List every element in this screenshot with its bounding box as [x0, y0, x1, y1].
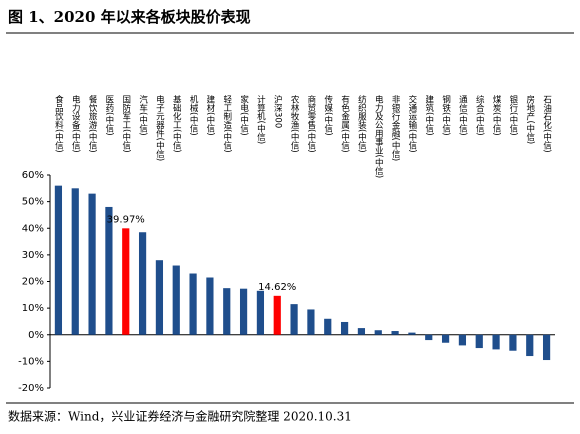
x-tick-label: 沪深300	[272, 94, 282, 128]
x-tick-label: 机械(中信)	[188, 94, 198, 135]
y-tick-label: 40%	[22, 223, 44, 234]
x-tick-label: 商贸零售(中信)	[306, 94, 316, 152]
bar	[542, 334, 551, 361]
x-tick-label: 通信(中信)	[457, 94, 467, 135]
bar	[189, 273, 197, 335]
bar	[357, 328, 366, 335]
bar	[273, 295, 281, 335]
bar	[256, 290, 265, 335]
x-tick-label: 电力设备(中信)	[70, 94, 80, 152]
y-tick-label: 20%	[22, 277, 44, 288]
x-tick-label: 餐饮旅游(中信)	[87, 95, 97, 153]
bar	[391, 331, 399, 335]
bar	[105, 206, 113, 335]
bar	[138, 232, 147, 335]
bar	[71, 188, 79, 335]
x-tick-label: 食品饮料(中信)	[53, 94, 63, 152]
x-tick-label: 传媒(中信)	[323, 94, 333, 135]
x-tick-label: 基础化工(中信)	[171, 94, 181, 152]
x-tick-label: 纺织服装(中信)	[356, 94, 366, 152]
y-tick-label: 10%	[22, 303, 44, 314]
bar	[223, 288, 231, 335]
y-tick-label: 60%	[22, 170, 44, 181]
x-tick-label: 有色金属(中信)	[340, 94, 350, 152]
y-tick-label: -20%	[18, 383, 44, 394]
bar	[88, 193, 96, 335]
bar	[408, 332, 416, 335]
y-tick-label: 30%	[22, 250, 44, 261]
bar	[239, 288, 248, 335]
x-tick-label: 电子元器件(中信)	[154, 94, 164, 161]
x-tick-label: 房地产(中信)	[525, 94, 535, 144]
x-tick-label: 非银行金融(中信)	[390, 94, 400, 161]
x-tick-label: 综合(中信)	[474, 94, 484, 135]
y-tick-label: 0%	[28, 330, 44, 341]
y-tick-label: -10%	[18, 356, 44, 367]
bar	[441, 334, 450, 343]
bar	[122, 228, 130, 335]
source-note: 数据来源：Wind，兴业证券经济与金融研究院整理 2020.10.31	[8, 409, 352, 424]
x-tick-label: 家电(中信)	[239, 94, 249, 135]
x-tick-label: 农林牧渔(中信)	[289, 94, 299, 152]
y-tick-label: 50%	[22, 197, 44, 208]
bar	[374, 330, 382, 335]
x-tick-label: 石油石化(中信)	[542, 95, 552, 153]
x-tick-label: 银行(中信)	[508, 94, 518, 135]
x-tick-label: 建材(中信)	[205, 94, 215, 135]
chart-title: 图 1、2020 年以来各板块股价表现	[8, 8, 251, 26]
value-label: 39.97%	[107, 214, 145, 225]
bar	[155, 260, 164, 335]
x-tick-label: 医药(中信)	[104, 95, 114, 136]
bar	[425, 334, 433, 341]
bar	[340, 321, 349, 335]
bar	[492, 334, 500, 350]
bar	[324, 318, 332, 335]
bar	[54, 185, 63, 335]
bar	[290, 304, 298, 335]
x-tick-label: 钢铁(中信)	[441, 94, 451, 135]
x-tick-label: 国防军工(中信)	[121, 95, 131, 153]
value-label: 14.62%	[258, 282, 296, 293]
bar	[172, 265, 180, 335]
x-tick-label: 交通运输(中信)	[407, 94, 417, 152]
x-tick-label: 汽车(中信)	[138, 94, 148, 135]
bar	[307, 309, 315, 335]
x-tick-label: 建筑(中信)	[424, 94, 434, 135]
bar	[475, 334, 483, 349]
x-tick-label: 轻工制造(中信)	[222, 94, 232, 152]
bar	[509, 334, 517, 351]
x-tick-label: 计算机(中信)	[255, 94, 265, 144]
x-tick-label: 煤炭(中信)	[491, 94, 501, 135]
bar	[526, 334, 534, 357]
bar	[206, 277, 214, 335]
x-tick-label: 电力及公用事业(中信)	[373, 94, 383, 178]
bar	[458, 334, 467, 346]
